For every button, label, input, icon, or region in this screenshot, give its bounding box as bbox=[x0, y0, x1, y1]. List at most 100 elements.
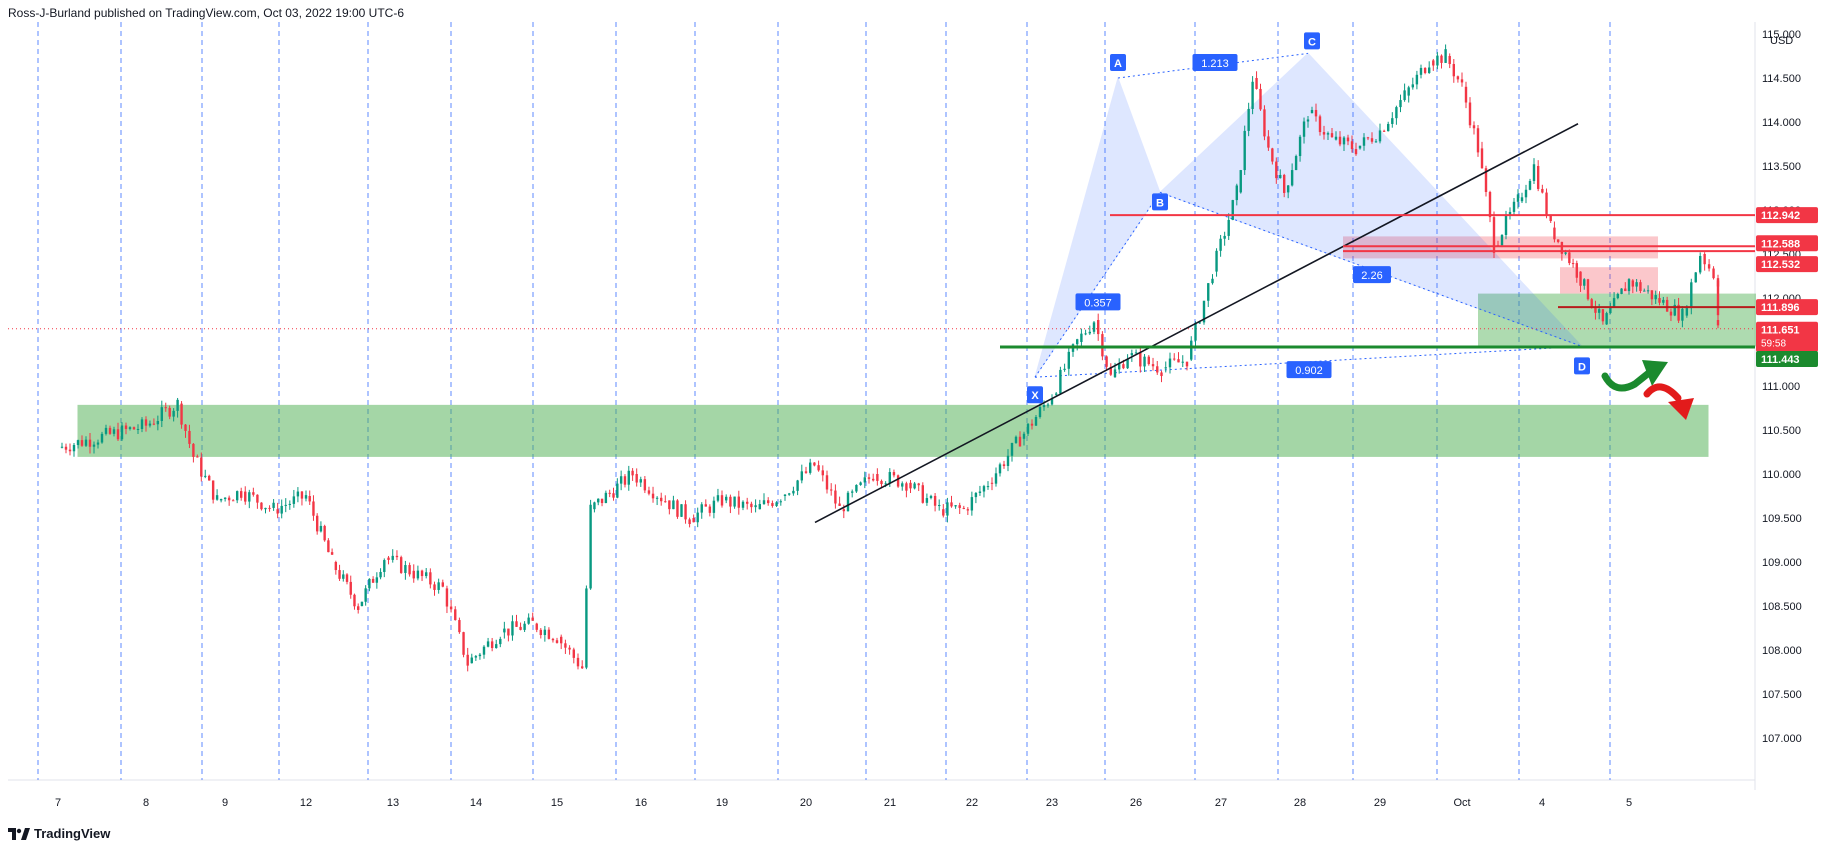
candle-body bbox=[416, 570, 420, 579]
candle-body bbox=[1601, 309, 1605, 322]
level-label-111-896-bg bbox=[1756, 299, 1818, 316]
point-label-a: A bbox=[1114, 58, 1122, 70]
tradingview-brand[interactable]: TradingView bbox=[8, 826, 110, 841]
candle-body bbox=[729, 496, 732, 507]
candle-body bbox=[1283, 174, 1286, 193]
level-label-112-532-bg bbox=[1756, 256, 1818, 273]
candle-body bbox=[938, 505, 941, 507]
x-tick-label: 23 bbox=[1046, 797, 1058, 809]
candle-body bbox=[1504, 215, 1508, 235]
candle-body bbox=[108, 427, 112, 434]
candle-body bbox=[1528, 180, 1532, 190]
candle-body bbox=[564, 643, 567, 648]
ratio-label-0-902: 0.902 bbox=[1295, 365, 1323, 377]
candle-body bbox=[1215, 250, 1218, 272]
candle-body bbox=[1685, 308, 1689, 316]
candle-body bbox=[572, 649, 575, 658]
x-tick-label: 16 bbox=[635, 797, 647, 809]
candle-body bbox=[172, 410, 175, 417]
candle-body bbox=[779, 501, 782, 503]
candle-body bbox=[80, 440, 84, 446]
y-tick-label: 108.500 bbox=[1762, 601, 1802, 613]
candle-body bbox=[1553, 227, 1556, 240]
candle-body bbox=[132, 427, 136, 430]
candle-body bbox=[441, 582, 444, 587]
candle-body bbox=[1387, 123, 1390, 132]
red-drop-arrow-icon bbox=[1643, 383, 1682, 402]
candle-body bbox=[215, 495, 219, 500]
tradingview-brand-label: TradingView bbox=[34, 826, 111, 841]
candle-body bbox=[696, 512, 699, 523]
candle-body bbox=[1362, 137, 1366, 146]
candle-body bbox=[1541, 188, 1544, 193]
candle-body bbox=[647, 490, 651, 494]
candle-body bbox=[1185, 361, 1189, 367]
candle-body bbox=[917, 483, 920, 486]
candle-body bbox=[1586, 279, 1590, 300]
candle-body bbox=[913, 483, 916, 489]
candle-body bbox=[1101, 334, 1104, 357]
price-chart[interactable]: 115.000114.500114.000113.500113.000112.5… bbox=[0, 0, 1834, 820]
candle-body bbox=[296, 491, 300, 497]
candle-body bbox=[490, 641, 494, 649]
candle-body bbox=[192, 443, 195, 457]
candle-body bbox=[323, 525, 326, 541]
candle-body bbox=[1310, 109, 1314, 114]
candle-body bbox=[272, 502, 275, 508]
candle-body bbox=[725, 496, 728, 501]
candle-body bbox=[600, 498, 604, 504]
candle-body bbox=[1105, 356, 1108, 367]
candle-body bbox=[88, 439, 92, 447]
candle-body bbox=[515, 621, 518, 627]
candle-body bbox=[1059, 369, 1062, 394]
candle-body bbox=[754, 505, 757, 508]
candle-body bbox=[1139, 352, 1142, 367]
candle-body bbox=[1703, 254, 1706, 265]
candle-body bbox=[551, 638, 555, 641]
candle-body bbox=[1512, 201, 1516, 212]
candle-body bbox=[627, 470, 630, 485]
candle-body bbox=[235, 491, 239, 501]
candle-body bbox=[1063, 368, 1066, 370]
candle-body bbox=[970, 497, 974, 511]
candle-body bbox=[338, 570, 341, 579]
candle-body bbox=[1318, 116, 1322, 133]
candle-body bbox=[684, 504, 687, 520]
candle-body bbox=[676, 500, 679, 517]
level-label-112-942-bg bbox=[1756, 207, 1818, 224]
candle-body bbox=[486, 641, 490, 647]
candle-body bbox=[1545, 192, 1548, 217]
candle-body bbox=[462, 632, 465, 655]
candle-body bbox=[796, 480, 799, 491]
candle-body bbox=[288, 503, 291, 505]
candle-body bbox=[1342, 137, 1346, 145]
candle-body bbox=[942, 509, 945, 516]
candle-body bbox=[1472, 125, 1476, 129]
candle-body bbox=[1415, 74, 1419, 85]
candle-body bbox=[1219, 238, 1222, 251]
support-zone bbox=[77, 404, 1709, 457]
candle-body bbox=[276, 509, 279, 514]
chart-area[interactable]: 115.000114.500114.000113.500113.000112.5… bbox=[0, 0, 1834, 825]
candle-body bbox=[196, 456, 199, 458]
candle-body bbox=[1235, 185, 1238, 201]
candle-body bbox=[1480, 148, 1484, 169]
candle-body bbox=[1350, 141, 1354, 150]
x-tick-label: 4 bbox=[1539, 797, 1545, 809]
candle-body bbox=[1067, 351, 1070, 369]
candle-body bbox=[1500, 234, 1504, 246]
candle-body bbox=[1484, 168, 1488, 192]
candle-body bbox=[1286, 185, 1290, 193]
candle-body bbox=[116, 429, 120, 440]
candle-body bbox=[568, 647, 571, 650]
y-tick-label: 109.500 bbox=[1762, 513, 1802, 525]
candle-body bbox=[597, 498, 600, 503]
candle-body bbox=[1605, 313, 1608, 325]
point-label-d: D bbox=[1578, 361, 1586, 373]
candle-body bbox=[1338, 136, 1342, 145]
candle-body bbox=[503, 628, 506, 633]
candle-body bbox=[1590, 299, 1593, 308]
candle-body bbox=[1255, 78, 1258, 89]
point-label-b: B bbox=[1156, 197, 1164, 209]
candle-body bbox=[921, 485, 924, 503]
